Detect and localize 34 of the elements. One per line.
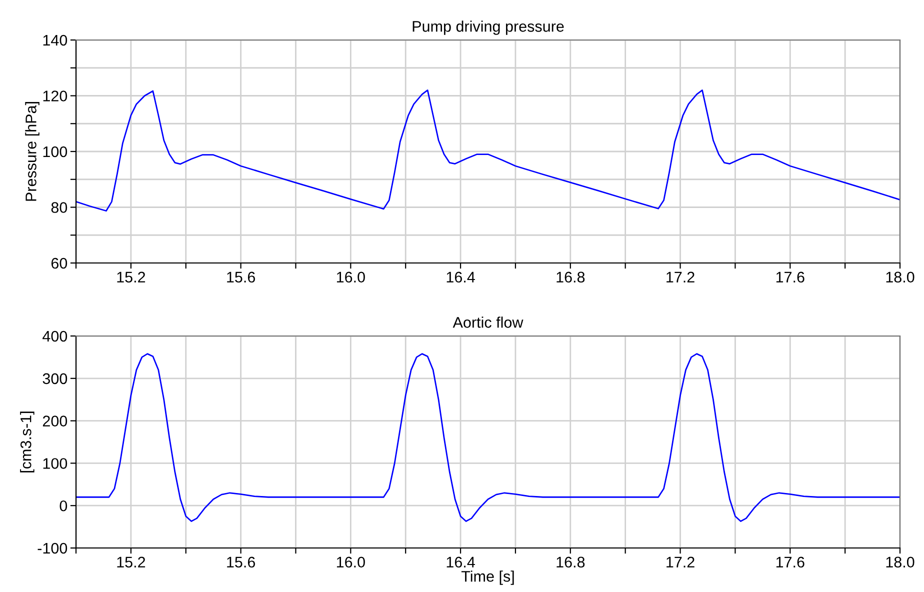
y-tick-label: 80 bbox=[51, 202, 68, 213]
x-tick-label: 16.4 bbox=[446, 272, 475, 283]
x-tick-label: 15.2 bbox=[117, 556, 146, 568]
y-tick-label: 120 bbox=[43, 90, 68, 102]
x-axis-title: Time [s] bbox=[461, 570, 514, 585]
x-tick-label: 15.2 bbox=[117, 272, 146, 283]
x-tick-label: 17.6 bbox=[776, 556, 804, 568]
x-tick-label: 18.0 bbox=[886, 556, 914, 568]
y-axis-title: [cm3.s-1] bbox=[20, 412, 34, 472]
x-tick-label: 16.0 bbox=[336, 272, 365, 283]
x-tick-label: 17.2 bbox=[666, 272, 694, 282]
y-tick-label: 100 bbox=[43, 458, 68, 469]
x-tick-label: 18.0 bbox=[886, 272, 914, 283]
y-tick-label: 60 bbox=[51, 258, 68, 269]
x-tick-label: 15.6 bbox=[227, 272, 255, 283]
y-tick-label: 400 bbox=[42, 330, 68, 342]
y-tick-label: 100 bbox=[43, 146, 68, 158]
chart-title: Pump driving pressure bbox=[412, 20, 564, 35]
y-tick-label: 0 bbox=[60, 500, 68, 512]
y-tick-label: -100 bbox=[38, 542, 68, 554]
line-series bbox=[76, 89, 900, 212]
x-tick-label: 15.6 bbox=[227, 556, 255, 568]
x-tick-label: 17.6 bbox=[776, 272, 804, 283]
y-axis-title: Pressure [hPa] bbox=[25, 102, 40, 201]
x-tick-label: 16.0 bbox=[336, 556, 365, 568]
line-series bbox=[76, 353, 900, 522]
y-tick-label: 200 bbox=[42, 416, 68, 426]
y-tick-label: 140 bbox=[43, 34, 68, 46]
x-tick-label: 16.4 bbox=[446, 556, 475, 568]
x-tick-label: 16.8 bbox=[556, 556, 585, 568]
x-tick-label: 17.2 bbox=[666, 556, 694, 568]
y-tick-label: 300 bbox=[42, 373, 68, 384]
chart-title: Aortic flow bbox=[452, 316, 524, 328]
x-tick-label: 16.8 bbox=[556, 272, 585, 283]
